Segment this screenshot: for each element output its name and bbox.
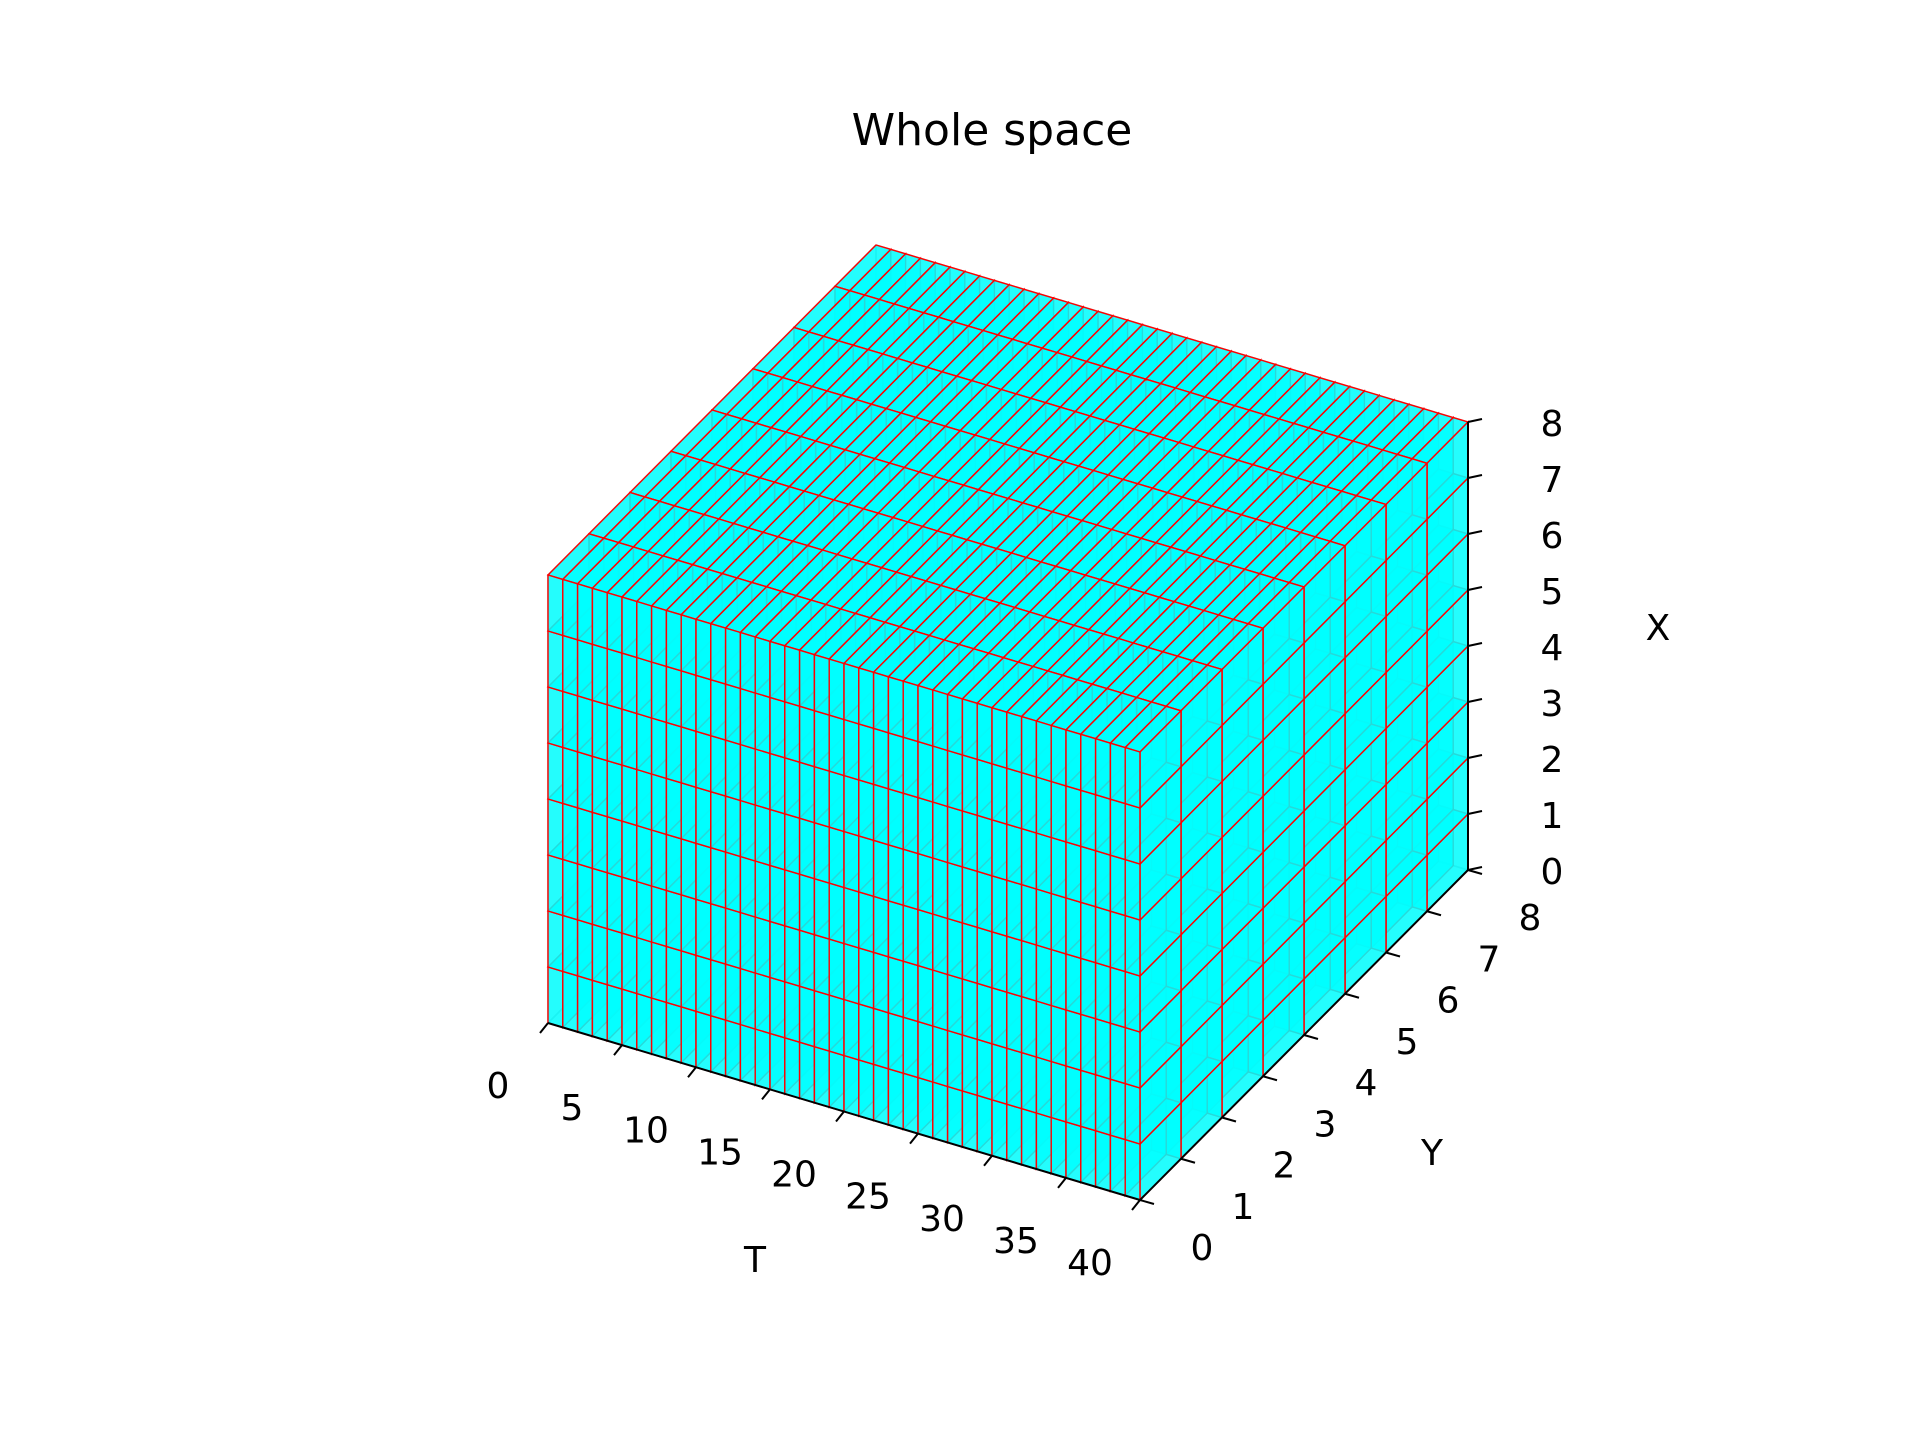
t-tick-label: 30 [919,1199,965,1240]
y-tick-label: 3 [1314,1104,1337,1145]
x-tick-label: 1 [1541,796,1564,837]
y-tick-label: 0 [1191,1228,1214,1269]
t-tick-label: 10 [623,1110,669,1151]
t-tick-label: 5 [561,1088,584,1129]
y-tick-label: 6 [1437,981,1460,1022]
y-tick-label: 8 [1519,898,1542,939]
t-tick-label: 35 [993,1221,1039,1262]
x-tick-label: 8 [1541,404,1564,445]
x-axis-label: X [1646,608,1671,649]
y-tick-label: 1 [1232,1187,1255,1228]
y-tick-label: 2 [1273,1146,1296,1187]
t-tick-label: 20 [771,1155,817,1196]
y-tick-label: 4 [1355,1063,1378,1104]
x-tick-label: 7 [1541,460,1564,501]
t-tick-label: 25 [845,1177,891,1218]
y-tick-label: 5 [1396,1022,1419,1063]
t-tick-label: 0 [487,1066,510,1107]
t-tick-label: 15 [697,1132,743,1173]
x-tick-label: 6 [1541,516,1564,557]
x-tick-label: 5 [1541,572,1564,613]
t-axis-label: T [743,1240,767,1281]
y-axis-label: Y [1420,1133,1444,1174]
y-tick-label: 7 [1478,939,1501,980]
chart-title: Whole space [852,105,1133,156]
x-tick-label: 2 [1541,740,1564,781]
voxel-group [546,244,1470,1202]
t-tick-label: 40 [1067,1243,1113,1284]
x-tick-label: 3 [1541,684,1564,725]
x-tick-label: 4 [1541,628,1564,669]
x-tick-label: 0 [1541,852,1564,893]
